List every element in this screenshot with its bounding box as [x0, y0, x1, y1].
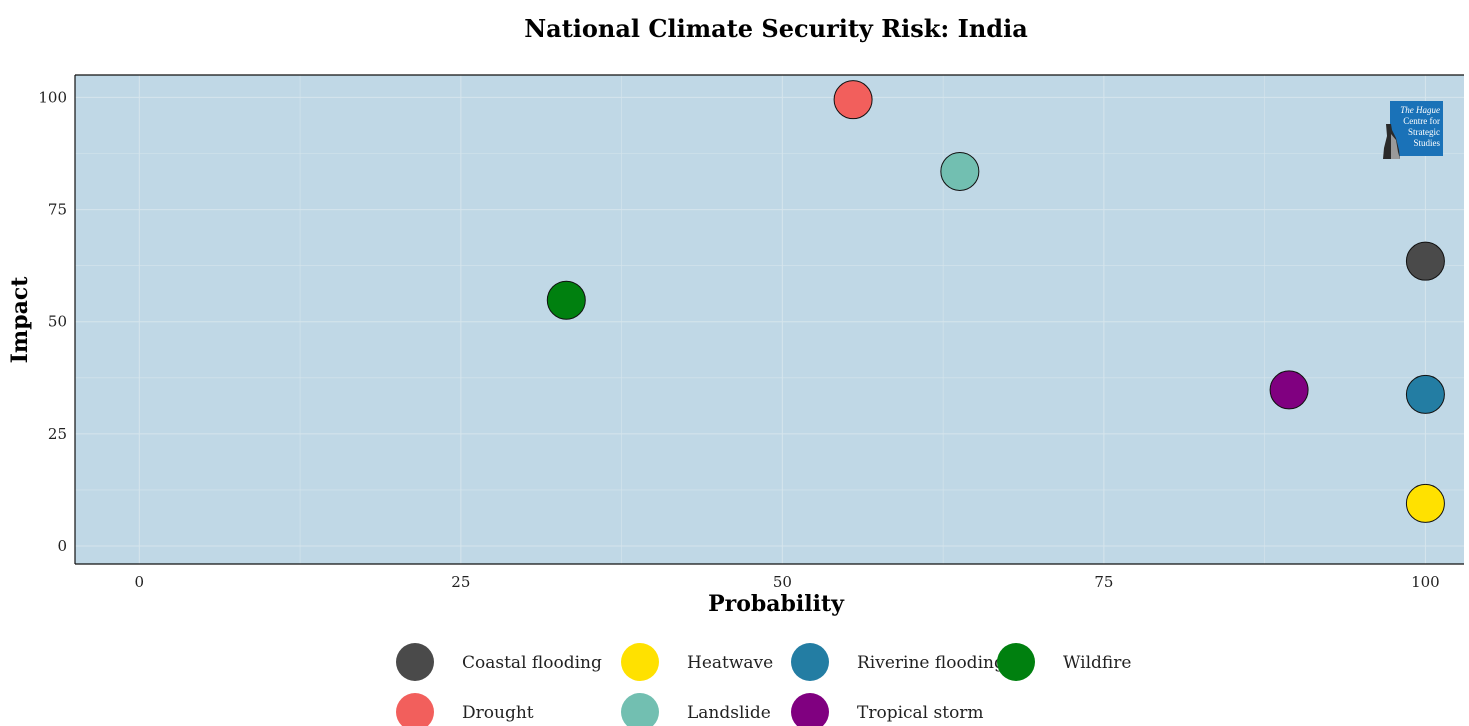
legend-key-heatwave	[621, 643, 659, 681]
x-tick-label: 0	[135, 573, 145, 591]
point-heatwave	[1405, 483, 1445, 523]
y-tick-label: 25	[48, 425, 67, 443]
legend-label-wildfire: Wildfire	[1063, 653, 1131, 673]
x-tick-label: 75	[1094, 573, 1113, 591]
x-tick-label: 50	[773, 573, 792, 591]
point-landslide	[940, 151, 980, 191]
legend-key-drought	[396, 693, 434, 726]
data-points	[546, 80, 1445, 523]
legend-key-wildfire	[997, 643, 1035, 681]
point-drought	[833, 80, 873, 120]
y-tick-label: 100	[38, 88, 67, 106]
point-riverine-flooding	[1405, 374, 1445, 414]
y-tick-label: 50	[48, 313, 67, 331]
y-axis: 0 25 50 75 100	[38, 88, 67, 555]
legend-label-tropical-storm: Tropical storm	[857, 703, 984, 723]
chart-title: National Climate Security Risk: India	[524, 14, 1028, 43]
x-tick-label: 100	[1411, 573, 1440, 591]
point-coastal-flooding	[1405, 241, 1445, 281]
chess-piece-shade	[1391, 134, 1400, 159]
legend-label-heatwave: Heatwave	[687, 653, 773, 673]
legend-label-coastal-flooding: Coastal flooding	[462, 653, 602, 673]
legend-key-tropical-storm	[791, 693, 829, 726]
y-axis-title: Impact	[7, 276, 33, 364]
logo-line-2: Centre for	[1403, 116, 1440, 126]
logo-line-4: Studies	[1413, 138, 1440, 148]
legend-label-landslide: Landslide	[687, 703, 771, 723]
x-tick-label: 25	[451, 573, 470, 591]
legend-label-drought: Drought	[462, 703, 534, 723]
y-tick-label: 75	[48, 201, 67, 219]
logo: The Hague Centre for Strategic Studies	[1383, 101, 1443, 159]
y-tick-label: 0	[57, 537, 67, 555]
legend: Coastal flooding Heatwave Riverine floodin…	[396, 643, 1131, 726]
legend-key-coastal-flooding	[396, 643, 434, 681]
point-wildfire	[546, 280, 586, 320]
legend-key-landslide	[621, 693, 659, 726]
x-axis: 0 25 50 75 100	[135, 573, 1440, 591]
legend-key-riverine-flooding	[791, 643, 829, 681]
legend-label-riverine-flooding: Riverine flooding	[857, 653, 1005, 673]
point-tropical-storm	[1269, 370, 1309, 410]
x-axis-title: Probability	[708, 591, 845, 617]
plot-panel	[75, 75, 1464, 564]
logo-line-3: Strategic	[1408, 127, 1440, 137]
logo-line-1: The Hague	[1400, 105, 1440, 115]
grid	[75, 75, 1464, 564]
logo-box	[1390, 101, 1443, 156]
